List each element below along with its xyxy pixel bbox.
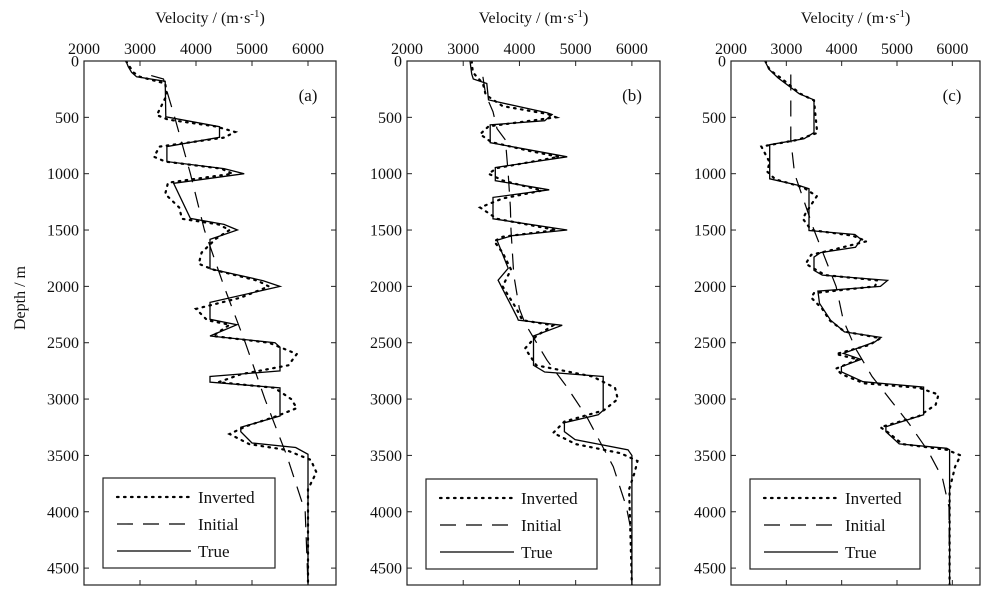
plot-frame [83, 60, 337, 586]
legend-label-true: True [845, 543, 877, 562]
legend-label-initial: Initial [845, 516, 886, 535]
x-axis-title-main: Velocity / (m·s [801, 10, 896, 27]
series-line-initial [790, 74, 951, 585]
x-axis-title: Velocity / (m·s-1) [801, 8, 911, 27]
x-tick-label: 6000 [936, 41, 968, 58]
y-tick-label: 2000 [370, 279, 402, 296]
legend-label-inverted: Inverted [521, 489, 578, 508]
y-tick-label: 2000 [47, 279, 79, 296]
legend: Inverted Initial True [425, 478, 598, 570]
y-tick-label: 1500 [370, 223, 402, 240]
x-tick-label: 2000 [715, 41, 747, 58]
y-tick-label: 3000 [694, 392, 726, 409]
y-tick-label: 4000 [47, 504, 79, 521]
legend-label-initial: Initial [198, 515, 239, 534]
y-tick-label: 0 [394, 54, 402, 71]
y-tick-label: 1500 [694, 223, 726, 240]
y-tick-label: 4500 [47, 561, 79, 578]
legend-label-inverted: Inverted [845, 489, 902, 508]
y-tick-label: 2500 [694, 335, 726, 352]
series-line-initial [151, 75, 309, 585]
x-axis-title-main: Velocity / (m·s [479, 10, 574, 27]
chart-panel-a: 2000 3000 4000 5000 6000 0 500 1000 1500 2000 2500… [12, 8, 337, 586]
x-axis-title-end: ) [905, 10, 910, 27]
x-tick-label: 3000 [124, 41, 156, 58]
y-tick-label: 1000 [370, 166, 402, 183]
y-tick-label: 500 [55, 110, 79, 127]
x-tick-label: 4000 [503, 41, 535, 58]
legend-label-true: True [521, 543, 553, 562]
y-tick-label: 2500 [47, 335, 79, 352]
y-tick-label: 0 [718, 54, 726, 71]
y-tick-label: 1000 [694, 166, 726, 183]
y-tick-label: 3500 [47, 448, 79, 465]
y-tick-label: 3000 [370, 392, 402, 409]
y-tick-label: 2000 [694, 279, 726, 296]
legend-box [749, 478, 921, 570]
y-axis-title: Depth / m [12, 265, 29, 330]
y-tick-label: 1000 [47, 166, 79, 183]
y-tick-label: 3500 [370, 448, 402, 465]
plot-frame [730, 60, 981, 586]
y-tick-label: 4000 [694, 504, 726, 521]
y-tick-label: 2500 [370, 335, 402, 352]
x-axis-title-superscript: -1 [574, 8, 583, 20]
x-axis-title: Velocity / (m·s-1) [479, 8, 589, 27]
y-tick-label: 500 [378, 110, 402, 127]
x-tick-label: 5000 [881, 41, 913, 58]
chart-panel-b: 2000 3000 4000 5000 6000 0 500 1000 1500 2000 2500… [370, 8, 661, 586]
legend: Inverted Initial True [749, 478, 921, 570]
series-line-initial [482, 76, 633, 585]
x-axis-title-superscript: -1 [896, 8, 905, 20]
x-axis-title-main: Velocity / (m·s [155, 10, 250, 27]
y-tick-label: 3000 [47, 392, 79, 409]
series-line-true [125, 61, 309, 585]
x-tick-label: 5000 [560, 41, 592, 58]
x-axis-title-end: ) [259, 10, 264, 27]
y-tick-label: 4000 [370, 504, 402, 521]
x-axis-title-end: ) [583, 10, 588, 27]
x-axis-title: Velocity / (m·s-1) [155, 8, 265, 27]
x-tick-label: 2000 [68, 41, 100, 58]
panel-label: (a) [299, 86, 318, 105]
chart-panel-c: 2000 3000 4000 5000 6000 0 500 1000 1500 2000 2500… [694, 8, 981, 586]
series-line-true [469, 61, 633, 585]
x-tick-label: 4000 [180, 41, 212, 58]
legend-box [425, 478, 598, 570]
x-tick-label: 3000 [770, 41, 802, 58]
y-tick-label: 0 [71, 54, 79, 71]
x-tick-label: 5000 [236, 41, 268, 58]
legend-label-inverted: Inverted [198, 488, 255, 507]
y-tick-label: 4500 [694, 561, 726, 578]
series-line-inverted [470, 61, 639, 585]
legend-label-true: True [198, 542, 230, 561]
y-tick-label: 4500 [370, 561, 402, 578]
panel-label: (b) [622, 86, 642, 105]
x-tick-label: 4000 [826, 41, 858, 58]
x-tick-label: 2000 [391, 41, 423, 58]
legend-label-initial: Initial [521, 516, 562, 535]
y-tick-label: 1500 [47, 223, 79, 240]
series-line-true [764, 61, 951, 585]
y-tick-label: 500 [702, 110, 726, 127]
x-tick-label: 6000 [292, 41, 324, 58]
plot-frame [406, 60, 661, 586]
legend: Inverted Initial True [102, 477, 276, 569]
x-tick-label: 3000 [447, 41, 479, 58]
x-axis-title-superscript: -1 [250, 8, 259, 20]
legend-box [102, 477, 276, 569]
y-tick-label: 3500 [694, 448, 726, 465]
x-tick-label: 6000 [616, 41, 648, 58]
panel-label: (c) [943, 86, 962, 105]
